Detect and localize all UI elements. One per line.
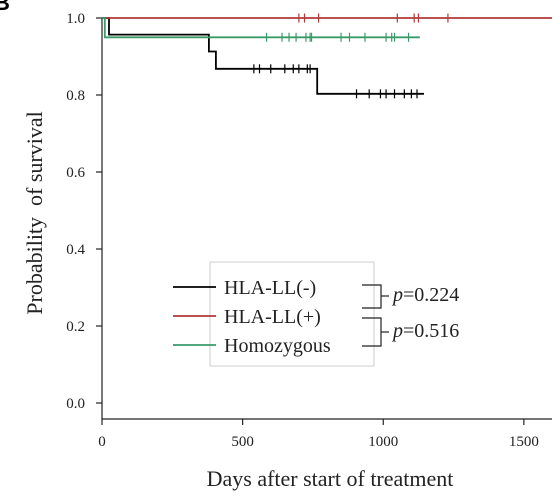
axes	[101, 18, 552, 420]
p-value-lower: p=0.516	[391, 320, 459, 342]
series-homozygous	[102, 17, 420, 42]
p-value-lower-value: =0.516	[403, 320, 459, 342]
y-axis-title: Probability of survival	[22, 111, 47, 314]
p-value-brackets	[362, 284, 389, 347]
x-axis-title: Days after start of treatment	[207, 466, 454, 491]
panel-label: B	[0, 0, 10, 15]
p-value-upper-p: p	[391, 284, 403, 306]
y-ticks: 0.0 0.2 0.4 0.6 0.8 1.0	[66, 11, 102, 412]
legend-box	[209, 261, 375, 367]
x-tick-label: 0	[98, 434, 106, 450]
y-tick-label: 0.0	[66, 396, 85, 412]
series-hla-ll-neg	[102, 17, 424, 99]
y-tick-label: 0.6	[66, 165, 85, 181]
series-hla-ll-pos	[102, 13, 552, 23]
y-tick-label: 0.8	[66, 88, 85, 104]
x-ticks: 0 500 1000 1500	[98, 419, 539, 450]
legend-label-homozygous: Homozygous	[224, 335, 331, 357]
legend-label-hla-ll-pos: HLA-LL(+)	[224, 306, 321, 328]
x-tick-label: 1000	[368, 434, 398, 450]
x-tick-label: 1500	[509, 434, 539, 450]
p-value-upper-value: =0.224	[403, 284, 459, 306]
x-tick-label: 500	[231, 434, 254, 450]
y-tick-label: 0.2	[66, 319, 85, 335]
series-layer	[102, 13, 552, 99]
p-value-lower-p: p	[391, 320, 403, 342]
y-tick-label: 0.4	[66, 242, 85, 258]
legend-label-hla-ll-neg: HLA-LL(-)	[224, 277, 316, 299]
legend: HLA-LL(-) HLA-LL(+) Homozygous	[173, 261, 375, 367]
survival-curve-hla-ll-neg	[102, 17, 424, 95]
y-tick-label: 1.0	[66, 11, 85, 27]
p-value-upper: p=0.224	[391, 284, 459, 306]
survival-curve-homozygous	[102, 17, 420, 39]
